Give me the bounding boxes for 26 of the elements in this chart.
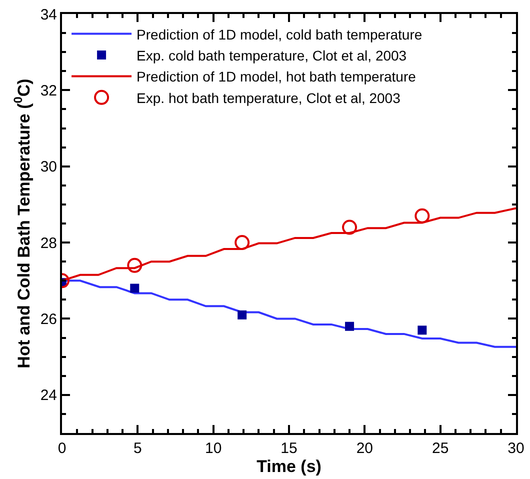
x-tick-label: 15 bbox=[280, 440, 298, 457]
x-tick-label: 30 bbox=[508, 440, 524, 457]
x-tick-label: 5 bbox=[134, 440, 142, 457]
x-tick-label: 25 bbox=[432, 440, 449, 457]
point bbox=[234, 235, 250, 250]
y-tick-label: 30 bbox=[40, 158, 57, 176]
legend-label: Prediction of 1D model, hot bath temperature bbox=[136, 68, 416, 85]
point bbox=[414, 208, 430, 224]
point bbox=[345, 322, 354, 331]
y-tick-label: 32 bbox=[40, 82, 57, 100]
y-tick-label: 34 bbox=[40, 6, 57, 24]
legend-label: Exp. cold bath temperature, Clot et al, 2003 bbox=[136, 47, 407, 64]
point bbox=[342, 220, 358, 235]
y-tick-label: 24 bbox=[40, 387, 57, 404]
x-tick-label: 10 bbox=[204, 440, 222, 457]
x-axis-title: Time (s) bbox=[256, 457, 322, 476]
point bbox=[418, 326, 427, 335]
y-tick-label: 28 bbox=[40, 234, 57, 252]
point bbox=[127, 258, 142, 273]
legend-label: Exp. hot bath temperature, Clot et al, 2003 bbox=[136, 90, 401, 106]
x-tick-label: 0 bbox=[58, 440, 66, 457]
point bbox=[130, 284, 140, 293]
point bbox=[238, 310, 247, 320]
y-tick-label: 26 bbox=[40, 310, 57, 328]
x-tick-label: 20 bbox=[356, 440, 374, 457]
legend-label: Prediction of 1D model, cold bath temperature bbox=[136, 26, 422, 42]
